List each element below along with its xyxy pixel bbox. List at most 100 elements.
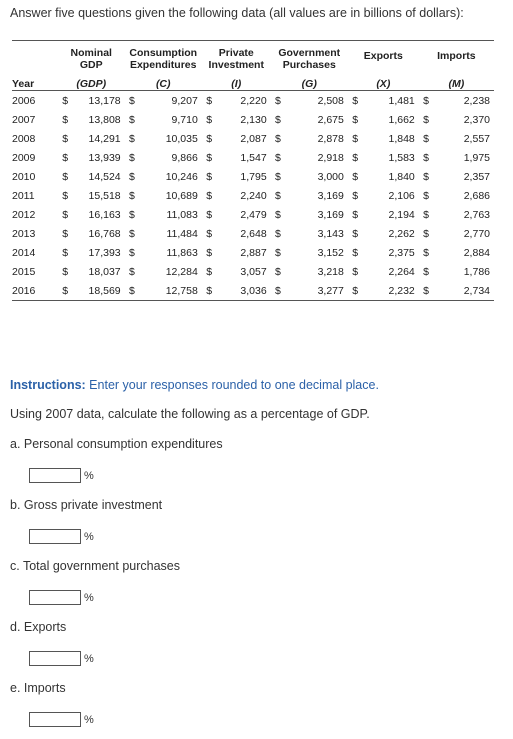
value-cell: 2,375 <box>388 246 415 259</box>
value-cell: 3,169 <box>317 189 344 202</box>
currency-symbol: $ <box>352 113 359 126</box>
percent-sign: % <box>84 469 94 482</box>
table-row: 2007 $13,808 $9,710 $2,130 $2,675 $1,662 $2,37… <box>12 110 494 129</box>
currency-symbol: $ <box>129 265 135 278</box>
year-cell: 2014 <box>12 246 36 259</box>
currency-symbol: $ <box>206 227 213 240</box>
value-cell: 2,675 <box>317 113 344 126</box>
value-cell: 3,169 <box>317 208 344 221</box>
year-cell: 2008 <box>12 132 36 145</box>
value-cell: 11,484 <box>166 227 198 240</box>
value-cell: 3,057 <box>240 265 267 278</box>
value-cell: 18,037 <box>88 265 121 278</box>
value-cell: 3,000 <box>317 170 344 183</box>
year-cell: 2011 <box>12 189 35 202</box>
currency-symbol: $ <box>275 170 281 183</box>
answer-input-b[interactable] <box>29 529 81 544</box>
value-cell: 2,370 <box>463 113 490 126</box>
value-cell: 13,178 <box>88 94 121 107</box>
year-cell: 2009 <box>12 151 36 164</box>
value-cell: 3,277 <box>285 281 348 301</box>
currency-symbol: $ <box>275 151 281 164</box>
value-cell: 1,795 <box>240 170 267 183</box>
table-row: 2016 $18,569 $12,758 $3,036 $3,277 $2,232 $2,7… <box>12 281 494 301</box>
question-intro: Answer five questions given the followin… <box>10 6 464 20</box>
currency-symbol: $ <box>270 281 286 301</box>
value-cell: 16,768 <box>88 227 121 240</box>
table-row: 2012 $16,163 $11,083 $2,479 $3,169 $2,194 $2,7… <box>12 205 494 224</box>
currency-symbol: $ <box>206 208 213 221</box>
value-cell: 2,508 <box>317 94 344 107</box>
question-d-label: d. Exports <box>10 620 67 634</box>
value-cell: 10,689 <box>165 189 198 202</box>
value-cell: 1,786 <box>463 265 490 278</box>
year-cell: 2007 <box>12 113 36 126</box>
table-row: 2015 $18,037 $12,284 $3,057 $3,218 $2,264 $1,7… <box>12 262 494 281</box>
value-cell: 14,291 <box>88 132 121 145</box>
currency-symbol: $ <box>129 94 135 107</box>
currency-symbol: $ <box>352 132 359 145</box>
table-symbol-row: Year (GDP) (C) (I) (G) (X) (M) <box>12 73 494 91</box>
symbol-c: (C) <box>124 73 202 91</box>
value-cell: 10,035 <box>165 132 198 145</box>
value-cell: 15,518 <box>88 189 121 202</box>
currency-symbol: $ <box>275 132 281 145</box>
question-prompt: Using 2007 data, calculate the following… <box>10 407 370 421</box>
symbol-gdp: (GDP) <box>57 73 125 91</box>
table-row: 2009 $13,939 $9,866 $1,547 $2,918 $1,583 $1,97… <box>12 148 494 167</box>
col-header-gdp: Nominal GDP <box>57 40 125 73</box>
currency-symbol: $ <box>418 281 434 301</box>
currency-symbol: $ <box>206 113 213 126</box>
currency-symbol: $ <box>206 151 213 164</box>
answer-input-c[interactable] <box>29 590 81 605</box>
answer-input-e[interactable] <box>29 712 81 727</box>
value-cell: 13,808 <box>88 113 121 126</box>
year-cell: 2016 <box>12 281 58 301</box>
value-cell: 1,481 <box>388 94 415 107</box>
percent-sign: % <box>84 652 94 665</box>
value-cell: 3,218 <box>317 265 344 278</box>
value-cell: 1,848 <box>388 132 415 145</box>
currency-symbol: $ <box>423 227 429 240</box>
col-header-exports: Exports <box>347 40 419 73</box>
year-cell: 2010 <box>12 170 36 183</box>
value-cell: 2,220 <box>240 94 267 107</box>
table-row: 2006 $13,178 $9,207 $2,220 $2,508 $1,481 $2,23… <box>12 91 494 111</box>
value-cell: 2,479 <box>240 208 267 221</box>
symbol-i: (I) <box>201 73 271 91</box>
currency-symbol: $ <box>423 208 429 221</box>
table-row: 2013 $16,768 $11,484 $2,648 $3,143 $2,262 $2,7… <box>12 224 494 243</box>
question-e-label: e. Imports <box>10 681 66 695</box>
col-header-government: Government Purchases <box>270 40 348 73</box>
currency-symbol: $ <box>62 227 69 240</box>
value-cell: 2,884 <box>463 246 490 259</box>
answer-input-d[interactable] <box>29 651 81 666</box>
currency-symbol: $ <box>62 113 69 126</box>
currency-symbol: $ <box>129 132 135 145</box>
currency-symbol: $ <box>275 227 281 240</box>
table-row: 2008 $14,291 $10,035 $2,087 $2,878 $1,848 $2,5… <box>12 129 494 148</box>
answer-input-a[interactable] <box>29 468 81 483</box>
year-cell: 2013 <box>12 227 36 240</box>
currency-symbol: $ <box>62 170 69 183</box>
col-header-year: Year <box>12 73 58 91</box>
currency-symbol: $ <box>129 170 135 183</box>
value-cell: 9,866 <box>171 151 198 164</box>
instructions-text: Enter your responses rounded to one deci… <box>85 378 379 392</box>
currency-symbol: $ <box>275 246 281 259</box>
currency-symbol: $ <box>423 132 429 145</box>
value-cell: 9,207 <box>171 94 198 107</box>
currency-symbol: $ <box>275 265 281 278</box>
value-cell: 18,569 <box>72 281 125 301</box>
percent-sign: % <box>84 713 94 726</box>
value-cell: 1,662 <box>388 113 415 126</box>
table-row: 2010 $14,524 $10,246 $1,795 $3,000 $1,840 $2,3… <box>12 167 494 186</box>
col-header-investment: Private Investment <box>201 40 271 73</box>
value-cell: 2,887 <box>240 246 267 259</box>
currency-symbol: $ <box>352 246 359 259</box>
value-cell: 11,863 <box>166 246 198 259</box>
currency-symbol: $ <box>423 94 429 107</box>
question-a-label: a. Personal consumption expenditures <box>10 437 223 451</box>
value-cell: 2,557 <box>463 132 490 145</box>
currency-symbol: $ <box>62 189 69 202</box>
